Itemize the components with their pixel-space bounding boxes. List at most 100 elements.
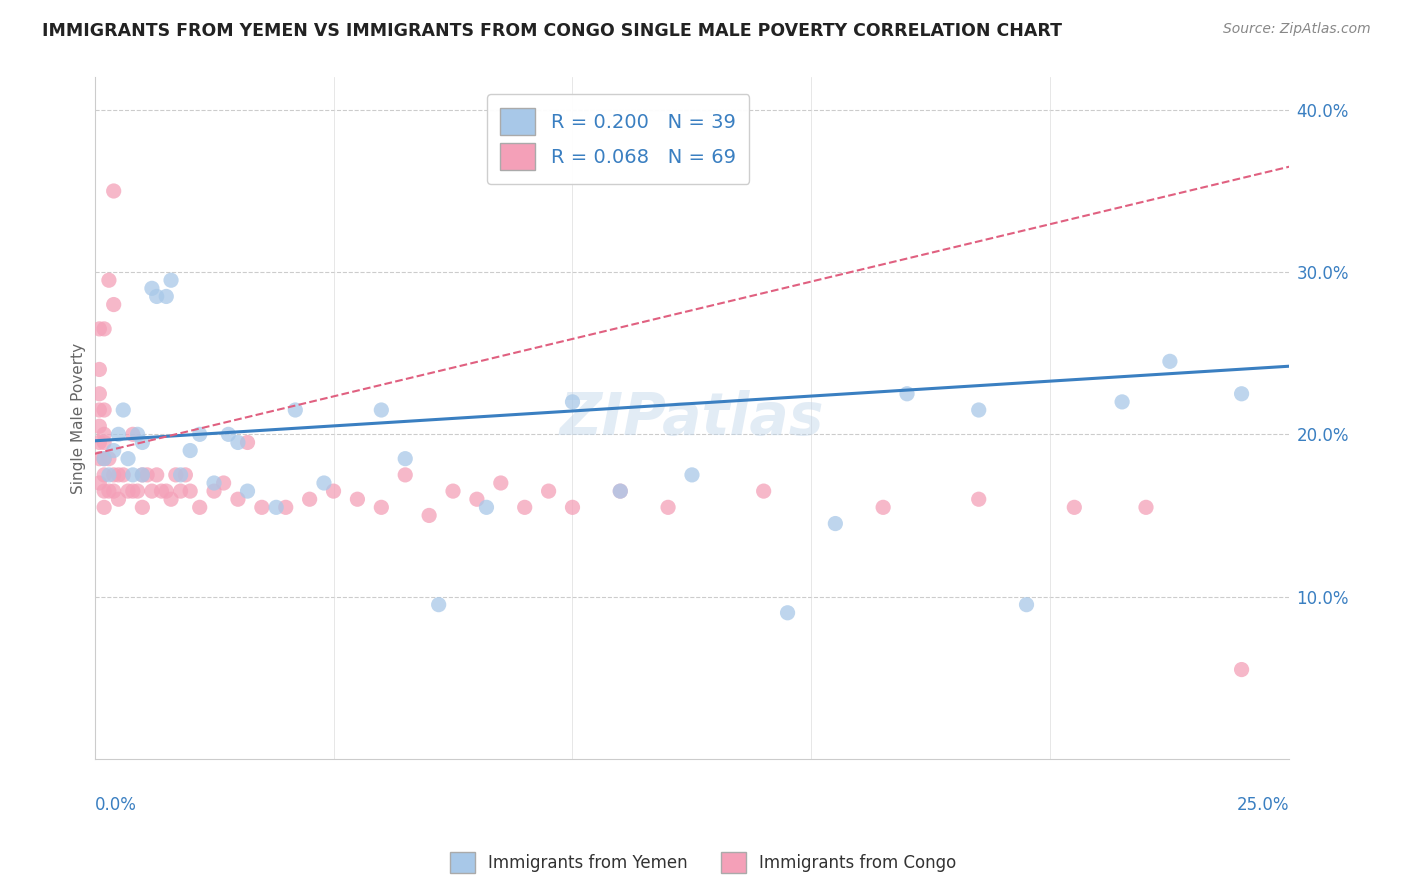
Point	[1063, 500, 1085, 515]
Point	[160, 273, 183, 287]
Point	[117, 484, 139, 499]
Point	[312, 475, 335, 490]
Point	[179, 443, 201, 458]
Point	[513, 500, 536, 515]
Point	[121, 484, 143, 499]
Point	[127, 484, 149, 499]
Point	[93, 467, 115, 482]
Point	[169, 484, 191, 499]
Point	[609, 484, 631, 499]
Point	[145, 289, 167, 303]
Point	[441, 484, 464, 499]
Point	[264, 500, 287, 515]
Point	[89, 386, 111, 401]
Point	[967, 492, 990, 507]
Point	[202, 484, 225, 499]
Text: 0.0%: 0.0%	[94, 797, 136, 814]
Point	[657, 500, 679, 515]
Point	[93, 451, 115, 466]
Point	[89, 362, 111, 376]
Point	[609, 484, 631, 499]
Point	[89, 419, 111, 434]
Point	[370, 500, 392, 515]
Point	[236, 484, 259, 499]
Point	[131, 467, 153, 482]
Point	[121, 427, 143, 442]
Point	[97, 467, 120, 482]
Point	[103, 184, 125, 198]
Point	[226, 435, 249, 450]
Point	[131, 435, 153, 450]
Point	[1230, 386, 1253, 401]
Point	[1159, 354, 1181, 368]
Point	[145, 467, 167, 482]
Point	[418, 508, 440, 523]
Text: 25.0%: 25.0%	[1237, 797, 1289, 814]
Point	[131, 500, 153, 515]
Point	[776, 606, 799, 620]
Point	[141, 281, 163, 295]
Point	[322, 484, 344, 499]
Point	[89, 403, 111, 417]
Point	[93, 451, 115, 466]
Point	[93, 427, 115, 442]
Point	[1230, 663, 1253, 677]
Point	[93, 322, 115, 336]
Point	[117, 451, 139, 466]
Y-axis label: Single Male Poverty: Single Male Poverty	[72, 343, 86, 493]
Point	[188, 427, 211, 442]
Point	[107, 492, 129, 507]
Point	[346, 492, 368, 507]
Point	[112, 467, 135, 482]
Point	[160, 492, 183, 507]
Point	[427, 598, 450, 612]
Point	[298, 492, 321, 507]
Point	[250, 500, 273, 515]
Point	[141, 484, 163, 499]
Text: Source: ZipAtlas.com: Source: ZipAtlas.com	[1223, 22, 1371, 37]
Point	[202, 475, 225, 490]
Text: IMMIGRANTS FROM YEMEN VS IMMIGRANTS FROM CONGO SINGLE MALE POVERTY CORRELATION C: IMMIGRANTS FROM YEMEN VS IMMIGRANTS FROM…	[42, 22, 1062, 40]
Point	[155, 484, 177, 499]
Point	[169, 467, 191, 482]
Legend: Immigrants from Yemen, Immigrants from Congo: Immigrants from Yemen, Immigrants from C…	[443, 846, 963, 880]
Point	[89, 435, 111, 450]
Point	[1135, 500, 1157, 515]
Point	[1111, 395, 1133, 409]
Point	[155, 289, 177, 303]
Text: ZIPatlas: ZIPatlas	[560, 390, 824, 447]
Point	[284, 403, 307, 417]
Point	[136, 467, 159, 482]
Point	[752, 484, 775, 499]
Point	[394, 467, 416, 482]
Point	[274, 500, 297, 515]
Point	[165, 467, 187, 482]
Point	[465, 492, 488, 507]
Point	[872, 500, 894, 515]
Point	[103, 467, 125, 482]
Point	[561, 395, 583, 409]
Point	[103, 443, 125, 458]
Point	[236, 435, 259, 450]
Point	[1015, 598, 1038, 612]
Point	[112, 403, 135, 417]
Point	[967, 403, 990, 417]
Point	[896, 386, 918, 401]
Point	[93, 484, 115, 499]
Point	[103, 297, 125, 311]
Point	[179, 484, 201, 499]
Point	[212, 475, 235, 490]
Point	[226, 492, 249, 507]
Point	[127, 427, 149, 442]
Point	[121, 467, 143, 482]
Point	[89, 475, 111, 490]
Point	[97, 451, 120, 466]
Point	[150, 484, 173, 499]
Point	[93, 435, 115, 450]
Point	[97, 484, 120, 499]
Point	[107, 467, 129, 482]
Point	[131, 467, 153, 482]
Point	[107, 427, 129, 442]
Legend: R = 0.200   N = 39, R = 0.068   N = 69: R = 0.200 N = 39, R = 0.068 N = 69	[486, 94, 749, 184]
Point	[89, 322, 111, 336]
